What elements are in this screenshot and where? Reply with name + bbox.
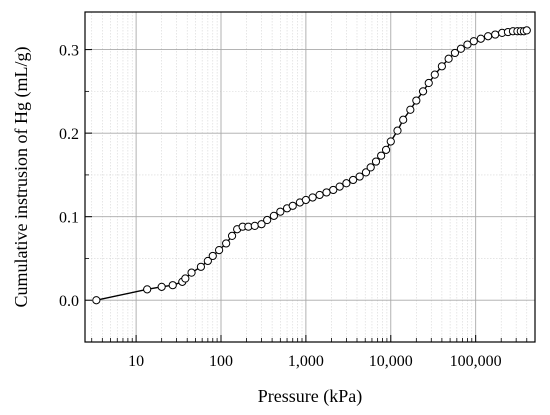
data-point	[301, 195, 310, 205]
x-axis-title: Pressure (kPa)	[258, 386, 362, 407]
axis-ticks	[85, 49, 536, 343]
data-point	[315, 190, 324, 200]
data-point	[522, 26, 531, 35]
data-point	[361, 168, 371, 177]
data-point	[342, 179, 351, 188]
data-point	[215, 246, 224, 255]
data-point	[444, 54, 453, 63]
data-point	[181, 274, 190, 283]
data-point	[377, 151, 386, 160]
x-tick-label: 100	[209, 353, 233, 370]
data-point	[276, 207, 285, 216]
data-point	[469, 37, 478, 46]
data-point	[371, 157, 381, 166]
data-point	[483, 32, 493, 41]
data-point	[349, 175, 358, 185]
data-point	[406, 105, 415, 114]
x-tick-label: 10	[128, 353, 144, 370]
minor-grid	[85, 12, 536, 343]
data-point	[355, 172, 364, 181]
data-point	[381, 145, 391, 154]
data-point	[157, 282, 166, 291]
data-point	[386, 137, 395, 146]
plot-frame	[84, 11, 536, 343]
data-point	[168, 281, 177, 290]
data-point	[92, 296, 101, 305]
data-point	[393, 126, 402, 135]
y-tick-labels: 0.0 0.1 0.2 0.3	[59, 43, 79, 311]
data-point	[335, 182, 344, 191]
data-point	[450, 48, 460, 58]
x-tick-label: 1,000	[288, 353, 324, 370]
data-point	[329, 185, 338, 195]
data-point	[143, 285, 152, 294]
data-point	[308, 193, 317, 202]
data-point	[322, 188, 331, 197]
data-point	[424, 78, 433, 88]
major-grid	[85, 12, 535, 342]
data-point	[263, 215, 272, 225]
data-point	[187, 268, 196, 277]
data-point	[257, 220, 266, 229]
data-point	[430, 70, 439, 79]
x-tick-labels: 10 100 1,000 10,000 100,000	[128, 353, 502, 370]
y-tick-label: 0.1	[59, 210, 79, 227]
data-point	[412, 96, 421, 105]
data-point	[418, 87, 428, 96]
data-point	[208, 251, 217, 261]
data-point	[456, 44, 466, 53]
x-tick-label: 100,000	[450, 353, 502, 370]
data-points	[92, 26, 531, 305]
data-point	[366, 163, 375, 172]
data-point	[399, 115, 408, 124]
data-point	[203, 256, 212, 266]
data-point	[222, 239, 231, 248]
data-point	[437, 62, 446, 71]
data-point	[227, 231, 237, 240]
y-axis-title: Cumulative instrusion of Hg (mL/g)	[11, 47, 32, 308]
series-line	[96, 29, 527, 301]
y-tick-label: 0.0	[59, 293, 79, 310]
data-point	[463, 40, 472, 49]
y-tick-label: 0.2	[59, 126, 79, 143]
data-point	[491, 30, 500, 39]
data-point	[288, 201, 297, 210]
data-point	[196, 262, 206, 271]
y-tick-label: 0.3	[59, 43, 79, 60]
x-tick-label: 10,000	[369, 353, 413, 370]
data-point	[476, 34, 485, 43]
data-point	[250, 221, 259, 230]
data-point	[269, 211, 279, 220]
